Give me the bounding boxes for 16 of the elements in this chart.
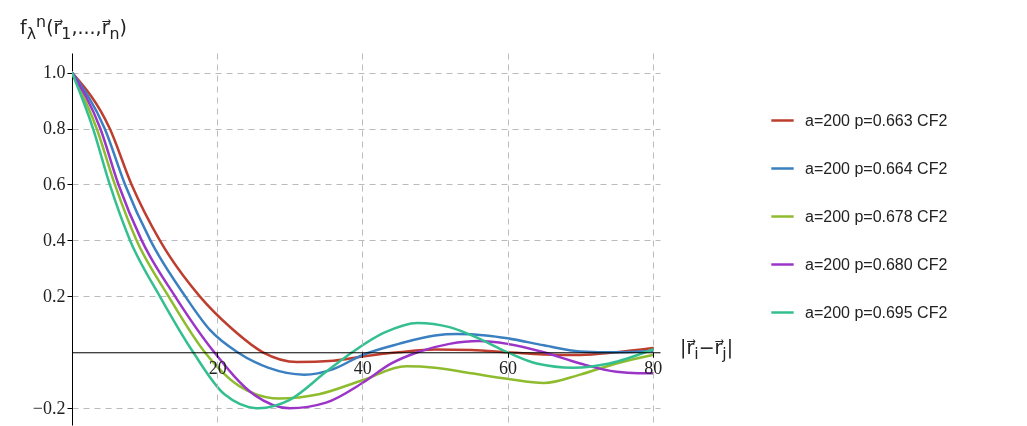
x-tick-label: 80 (644, 357, 663, 378)
legend-label: a=200 p=0.664 CF2 (805, 159, 948, 177)
x-axis-title: |r⃗$_{i}$−r⃗$_{j}$| (680, 336, 734, 364)
y-axis-title: f$_{λ}$$^{n}$(r⃗$_{1}$,...,r⃗$_{n}$) (20, 12, 127, 44)
x-tick-label: 40 (353, 357, 372, 378)
y-tick-label: 0.8 (43, 118, 66, 139)
y-tick-label: −0.2 (32, 397, 66, 418)
x-tick-label: 60 (499, 357, 518, 378)
legend-label: a=200 p=0.663 CF2 (805, 111, 948, 129)
y-tick-label: 1.0 (43, 62, 66, 83)
legend-label: a=200 p=0.680 CF2 (805, 255, 948, 273)
y-tick-label: 0.4 (43, 229, 66, 250)
y-tick-label: 0.6 (43, 173, 66, 194)
legend-label: a=200 p=0.695 CF2 (805, 303, 948, 321)
legend-label: a=200 p=0.678 CF2 (805, 207, 948, 225)
y-tick-label: 0.2 (43, 285, 66, 306)
